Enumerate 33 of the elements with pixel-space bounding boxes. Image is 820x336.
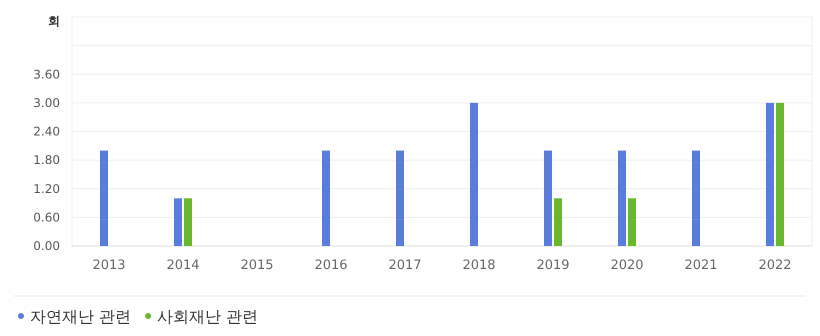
x-tick-label: 2016: [314, 258, 348, 273]
bar: [554, 198, 562, 246]
legend-label: 자연재난 관련: [30, 307, 132, 326]
y-tick-label: 0.00: [33, 239, 60, 253]
x-tick-label: 2015: [240, 258, 274, 273]
bar: [692, 150, 700, 246]
y-axis-title: 회: [48, 14, 60, 28]
bar: [776, 102, 784, 246]
bar: [766, 102, 774, 246]
x-tick-label: 2021: [684, 258, 718, 273]
bar: [184, 198, 192, 246]
bar: [628, 198, 636, 246]
y-tick-label: 3.60: [33, 67, 60, 82]
y-tick-label: 0.60: [33, 210, 60, 224]
bar: [100, 150, 108, 246]
x-tick-label: 2013: [92, 258, 126, 273]
y-tick-label: 3.00: [33, 96, 60, 110]
x-tick-label: 2019: [536, 258, 570, 273]
x-tick-label: 2017: [388, 258, 422, 273]
bar: [470, 102, 478, 246]
y-tick-label: 2.40: [33, 124, 60, 138]
bar: [618, 150, 626, 246]
x-tick-label: 2018: [462, 258, 496, 273]
x-tick-label: 2020: [610, 258, 644, 273]
y-tick-label: 1.20: [33, 182, 60, 196]
x-tick-label: 2014: [166, 258, 200, 273]
bar: [174, 198, 182, 246]
bar: [544, 150, 552, 246]
bar: [396, 150, 404, 246]
x-tick-label: 2022: [758, 258, 792, 273]
bar: [322, 150, 330, 246]
y-tick-label: 1.80: [33, 153, 60, 168]
legend-label: 사회재난 관련: [157, 307, 258, 326]
